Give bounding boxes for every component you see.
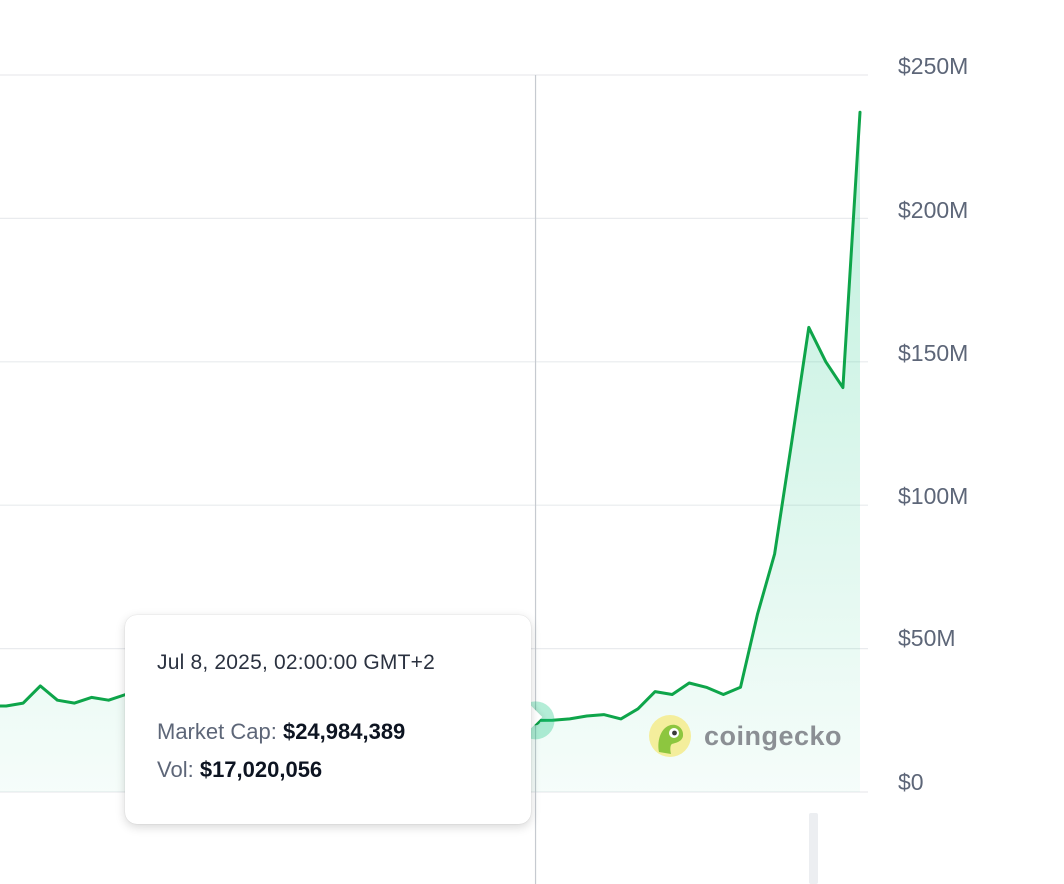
y-tick-label: $100M <box>898 483 969 509</box>
tooltip-date: Jul 8, 2025, 02:00:00 GMT+2 <box>157 651 435 674</box>
y-tick-label: $0 <box>898 769 924 795</box>
brand-name: coingecko <box>704 720 843 751</box>
tooltip-volume: Vol: $17,020,056 <box>157 757 499 783</box>
tooltip-market-cap: Market Cap: $24,984,389 <box>157 719 499 745</box>
coingecko-watermark: coingecko <box>648 714 842 758</box>
y-tick-label: $50M <box>898 625 956 651</box>
scrollbar-track[interactable] <box>809 813 818 884</box>
market-cap-value: $24,984,389 <box>282 719 406 744</box>
market-cap-area <box>0 112 860 792</box>
chart-tooltip: Jul 8, 2025, 02:00:00 GMT+2 Market Cap: … <box>125 615 531 824</box>
volume-label: Vol: <box>157 757 194 782</box>
y-tick-label: $250M <box>898 53 969 79</box>
y-tick-label: $150M <box>898 340 969 366</box>
gecko-logo-icon <box>649 715 691 757</box>
volume-value: $17,020,056 <box>199 757 323 782</box>
y-tick-label: $200M <box>898 197 969 223</box>
market-cap-label: Market Cap: <box>157 719 277 744</box>
